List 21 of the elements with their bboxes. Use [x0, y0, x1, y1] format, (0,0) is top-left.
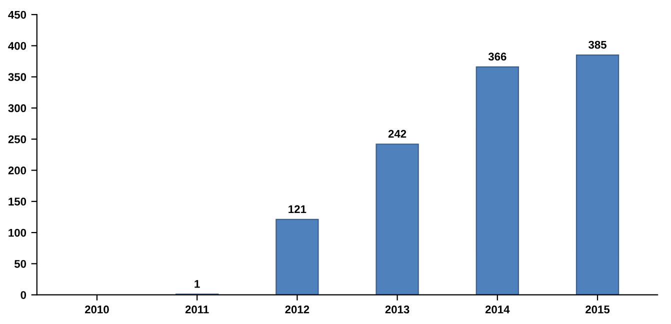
- data-label: 366: [488, 52, 506, 61]
- y-tick-label: 150: [8, 198, 26, 206]
- x-tick-label: 2010: [85, 306, 109, 314]
- y-tick-label: 50: [14, 260, 26, 268]
- data-label: 242: [388, 130, 406, 138]
- x-tick-label: 2014: [485, 306, 510, 314]
- y-tick-label: 400: [8, 42, 26, 50]
- x-tick-label: 2013: [385, 306, 410, 314]
- data-label: 1: [194, 280, 200, 288]
- x-tick-label: 2011: [185, 306, 209, 314]
- y-tick-label: 250: [8, 135, 26, 144]
- data-label: 385: [588, 40, 606, 49]
- y-tick-label: 450: [8, 10, 26, 19]
- y-tick-label: 0: [20, 291, 26, 299]
- x-tick-label: 2012: [285, 306, 310, 314]
- y-tick-label: 300: [8, 104, 26, 112]
- y-tick-label: 200: [8, 166, 26, 174]
- y-tick-label: 100: [8, 228, 26, 237]
- data-label: 121: [288, 205, 306, 214]
- x-tick-label: 2015: [586, 306, 610, 314]
- y-tick-label: 350: [8, 73, 26, 82]
